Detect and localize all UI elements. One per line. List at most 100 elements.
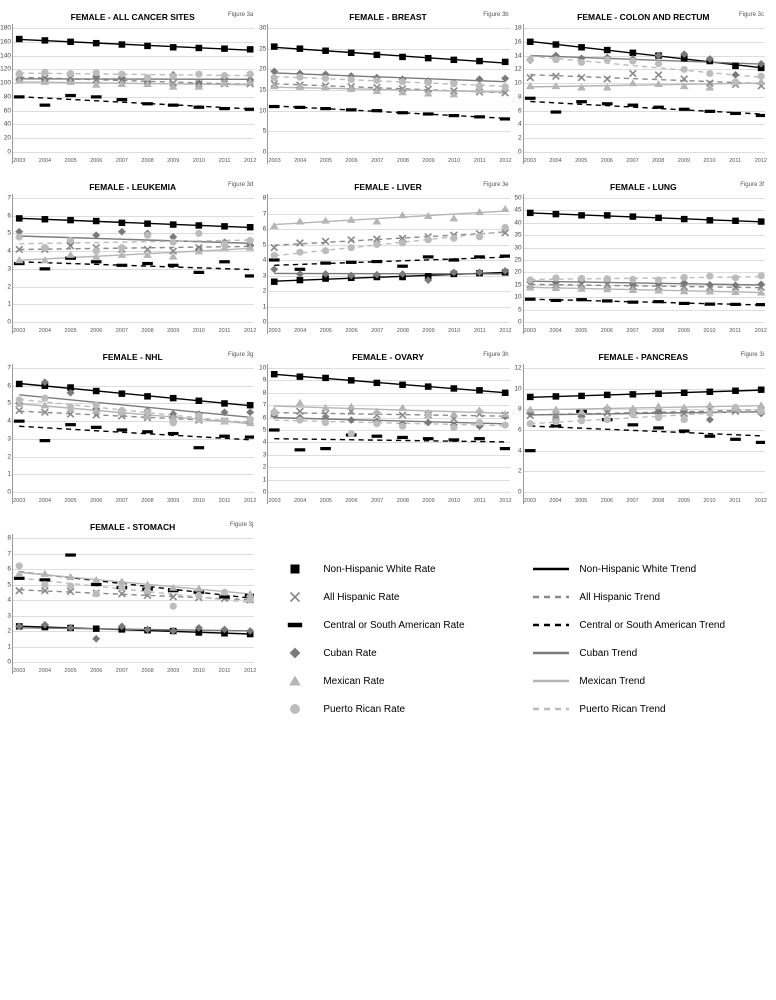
y-tick-label: 0 (252, 489, 266, 496)
y-tick-label: 0 (508, 149, 522, 156)
legend-label: Central or South American Trend (579, 620, 725, 631)
figure-label: Figure 3c (739, 12, 764, 18)
figure-label: Figure 3h (483, 352, 508, 358)
legend-swatch (277, 618, 313, 632)
plot-svg (13, 364, 254, 504)
plot-area: 0246810121416182003200420052006200720082… (523, 24, 765, 164)
y-tick-label: 3 (252, 451, 266, 458)
chart-title: FEMALE - LIVERFigure 3e (267, 182, 508, 192)
y-tick-label: 8 (252, 195, 266, 202)
legend-label: Puerto Rican Rate (323, 704, 405, 715)
y-tick-label: 4 (252, 439, 266, 446)
y-tick-label: 3 (0, 265, 11, 272)
y-tick-label: 30 (508, 244, 522, 251)
plot-area: 0123456782003200420052006200720082009201… (267, 194, 509, 334)
y-tick-label: 40 (508, 219, 522, 226)
y-tick-label: 0 (0, 149, 11, 156)
y-tick-label: 4 (0, 248, 11, 255)
y-tick-label: 2 (0, 283, 11, 290)
plot-area: 0123456789102003200420052006200720082009… (267, 364, 509, 504)
plot-svg (524, 364, 765, 504)
legend-item-mexican_trend: Mexican Trend (533, 674, 754, 688)
legend-label: Mexican Rate (323, 676, 384, 687)
y-tick-label: 20 (0, 135, 11, 142)
y-tick-label: 8 (252, 389, 266, 396)
y-tick-label: 7 (0, 365, 11, 372)
legend-swatch (277, 562, 313, 576)
y-tick-label: 5 (0, 581, 11, 588)
y-tick-label: 15 (252, 87, 266, 94)
chart-ovary: FEMALE - OVARYFigure 3h 01234567891020032… (267, 352, 508, 504)
y-tick-label: 6 (252, 414, 266, 421)
legend-swatch (277, 646, 313, 660)
plot-svg (524, 194, 765, 334)
plot-svg (13, 534, 254, 674)
chart-title: FEMALE - NHLFigure 3g (12, 352, 253, 362)
legend-label: Central or South American Rate (323, 620, 464, 631)
legend-label: Non-Hispanic White Trend (579, 564, 696, 575)
plot-svg (13, 24, 254, 164)
y-tick-label: 2 (252, 288, 266, 295)
y-tick-label: 5 (0, 400, 11, 407)
plot-svg (268, 24, 509, 164)
y-tick-label: 0 (252, 319, 266, 326)
legend-swatch (533, 618, 569, 632)
y-tick-label: 3 (0, 612, 11, 619)
y-tick-label: 1 (0, 643, 11, 650)
y-tick-label: 50 (508, 195, 522, 202)
y-tick-label: 3 (0, 435, 11, 442)
y-tick-label: 7 (252, 402, 266, 409)
plot-area: 0123456782003200420052006200720082009201… (12, 534, 254, 674)
chart-pancreas: FEMALE - PANCREASFigure 3i02468101220032… (523, 352, 764, 504)
legend-swatch (277, 590, 313, 604)
chart-title: FEMALE - OVARYFigure 3h (267, 352, 508, 362)
y-tick-label: 5 (252, 241, 266, 248)
chart-title: FEMALE - STOMACHFigure 3j (12, 522, 253, 532)
legend-item-csa_rate: Central or South American Rate (277, 618, 493, 632)
y-tick-label: 9 (252, 377, 266, 384)
legend-item-nhw_trend: Non-Hispanic White Trend (533, 562, 754, 576)
plot-svg (268, 194, 509, 334)
figure-label: Figure 3d (228, 182, 253, 188)
y-tick-label: 0 (0, 319, 11, 326)
y-tick-label: 140 (0, 52, 11, 59)
y-tick-label: 20 (252, 66, 266, 73)
y-tick-label: 45 (508, 207, 522, 214)
legend-label: All Hispanic Trend (579, 592, 660, 603)
plot-area: 0246810122003200420052006200720082009201… (523, 364, 765, 504)
y-tick-label: 6 (0, 382, 11, 389)
legend-item-cuban_rate: Cuban Rate (277, 646, 493, 660)
y-tick-label: 6 (0, 212, 11, 219)
y-tick-label: 7 (0, 195, 11, 202)
y-tick-label: 40 (0, 121, 11, 128)
plot-area: 0510152025303540455020032004200520062007… (523, 194, 765, 334)
y-tick-label: 5 (252, 128, 266, 135)
legend-swatch (277, 674, 313, 688)
plot-svg (268, 364, 509, 504)
y-tick-label: 2 (252, 464, 266, 471)
y-tick-label: 16 (508, 38, 522, 45)
y-tick-label: 5 (0, 230, 11, 237)
chart-leukemia: FEMALE - LEUKEMIAFigure 3d01234567200320… (12, 182, 253, 334)
chart-title: FEMALE - BREASTFigure 3b (267, 12, 508, 22)
y-tick-label: 60 (0, 107, 11, 114)
y-tick-label: 14 (508, 52, 522, 59)
figure-label: Figure 3f (740, 182, 764, 188)
legend-item-cuban_trend: Cuban Trend (533, 646, 754, 660)
y-tick-label: 6 (508, 107, 522, 114)
chart-title: FEMALE - LUNGFigure 3f (523, 182, 764, 192)
y-tick-label: 180 (0, 25, 11, 32)
y-tick-label: 6 (252, 226, 266, 233)
plot-area: 0204060801001201401601802003200420052006… (12, 24, 254, 164)
legend-item-pr_trend: Puerto Rican Trend (533, 702, 754, 716)
plot-svg (524, 24, 765, 164)
chart-title: FEMALE - COLON AND RECTUMFigure 3c (523, 12, 764, 22)
legend-label: All Hispanic Rate (323, 592, 399, 603)
y-tick-label: 25 (252, 45, 266, 52)
y-tick-label: 20 (508, 269, 522, 276)
legend-swatch (533, 562, 569, 576)
figure-label: Figure 3i (741, 352, 764, 358)
y-tick-label: 8 (508, 93, 522, 100)
chart-all: FEMALE - ALL CANCER SITESFigure 3a020406… (12, 12, 253, 164)
y-tick-label: 80 (0, 93, 11, 100)
